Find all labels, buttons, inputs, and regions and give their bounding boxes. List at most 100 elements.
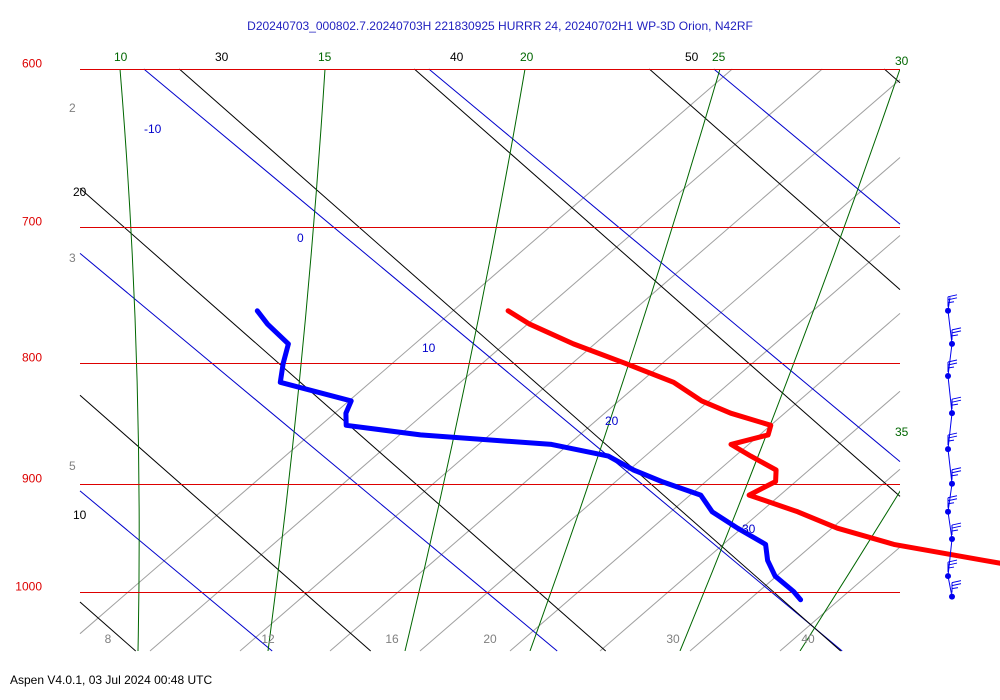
wind-barb bbox=[951, 396, 962, 400]
dry-adiabat-line bbox=[79, 188, 607, 652]
wind-barb bbox=[951, 403, 959, 406]
wind-barb bbox=[951, 470, 962, 474]
wind-barb bbox=[951, 327, 962, 331]
mixing-ratio-label: 3 bbox=[69, 251, 76, 265]
moist-adiabat-label: 15 bbox=[318, 50, 332, 64]
pressure-label: 800 bbox=[22, 351, 42, 365]
wind-obs-dot bbox=[949, 593, 955, 600]
isotherm-line bbox=[79, 490, 273, 652]
bottom-axis-tick-label: 16 bbox=[385, 632, 399, 646]
wind-barb bbox=[947, 498, 958, 502]
wind-barb bbox=[951, 399, 962, 403]
dry-adiabat-line bbox=[178, 68, 842, 652]
moist-adiabat-line bbox=[119, 69, 140, 651]
wind-barb bbox=[951, 529, 959, 532]
isotherm-label: 0 bbox=[297, 231, 304, 245]
wind-barb bbox=[947, 294, 958, 298]
wind-obs-dot bbox=[945, 307, 951, 314]
wind-barb bbox=[947, 566, 955, 569]
wind-barb bbox=[947, 559, 958, 563]
wind-obs-dot bbox=[945, 372, 951, 379]
wind-barb bbox=[951, 525, 962, 529]
moist-adiabat-label: 30 bbox=[895, 54, 909, 68]
mixing-ratio-line bbox=[419, 235, 901, 652]
wind-barb bbox=[951, 467, 962, 471]
wind-barb bbox=[951, 330, 962, 334]
wind-barb bbox=[951, 334, 959, 337]
wind-barb bbox=[951, 587, 959, 590]
wind-barb bbox=[951, 580, 962, 584]
isotherm-line bbox=[428, 68, 901, 463]
dry-adiabat-line bbox=[413, 68, 901, 497]
isotherm-label: -10 bbox=[144, 122, 162, 136]
wind-barb bbox=[951, 583, 962, 587]
moist-adiabat-label: 35 bbox=[895, 425, 909, 439]
chart-labels: 600 700 800 900 1000 -10 0 10 20 30 20 30 40 50 10 10 15… bbox=[15, 50, 908, 646]
wind-barb bbox=[947, 435, 958, 439]
wind-barb bbox=[947, 362, 958, 366]
bottom-axis-tick-label: 20 bbox=[483, 632, 497, 646]
moist-adiabat-label: 20 bbox=[520, 50, 534, 64]
wind-barb bbox=[947, 301, 955, 304]
isotherm-line bbox=[79, 252, 558, 652]
wind-barb bbox=[951, 474, 959, 477]
dry-adiabat-label: 30 bbox=[215, 50, 229, 64]
mixing-ratio-line bbox=[79, 68, 733, 635]
bottom-axis-tick-label: 30 bbox=[666, 632, 680, 646]
pressure-label: 1000 bbox=[15, 580, 42, 594]
wind-obs-dot bbox=[949, 536, 955, 543]
dry-adiabat-line bbox=[883, 68, 901, 84]
moist-adiabat-lines bbox=[119, 69, 900, 651]
footer-version: Aspen V4.0.1, 03 Jul 2024 00:48 UTC bbox=[10, 673, 213, 687]
dry-adiabat-lines bbox=[79, 68, 901, 652]
wind-obs-dot bbox=[945, 573, 951, 580]
temperature-trace bbox=[505, 308, 1000, 566]
isotherm-lines bbox=[79, 68, 901, 652]
sounding-traces bbox=[254, 308, 1000, 603]
mixing-ratio-line bbox=[239, 79, 901, 652]
moist-adiabat-label: 25 bbox=[712, 50, 726, 64]
wind-barb bbox=[947, 439, 955, 442]
isotherm-label: 20 bbox=[605, 414, 619, 428]
pressure-label: 900 bbox=[22, 472, 42, 486]
wind-barb bbox=[947, 366, 955, 369]
moist-adiabat-line bbox=[529, 69, 721, 651]
mixing-ratio-line bbox=[779, 546, 901, 652]
mixing-ratio-label: 2 bbox=[69, 101, 76, 115]
dewpoint-trace bbox=[254, 308, 804, 603]
isotherm-label: 30 bbox=[742, 522, 756, 536]
mixing-ratio-line bbox=[509, 312, 901, 652]
mixing-ratio-line bbox=[149, 68, 823, 652]
dry-adiabat-label: 20 bbox=[73, 185, 87, 199]
bottom-axis-tick-label: 40 bbox=[801, 632, 815, 646]
isotherm-label: 10 bbox=[422, 341, 436, 355]
isotherm-line bbox=[713, 68, 901, 225]
mixing-ratio-line bbox=[689, 468, 901, 652]
mixing-ratio-lines bbox=[79, 68, 901, 652]
pressure-label: 700 bbox=[22, 215, 42, 229]
mixing-ratio-label: 5 bbox=[69, 459, 76, 473]
dry-adiabat-line bbox=[79, 394, 372, 652]
moist-adiabat-line bbox=[799, 490, 900, 651]
mixing-ratio-line bbox=[599, 390, 901, 652]
wind-barb bbox=[951, 522, 962, 526]
wind-barb bbox=[947, 359, 958, 363]
chart-title: D20240703_000802.7.20240703H 221830925 H… bbox=[247, 19, 753, 33]
moist-adiabat-line bbox=[267, 69, 326, 651]
isotherm-line bbox=[143, 68, 843, 652]
wind-obs-dot bbox=[945, 446, 951, 453]
wind-barb bbox=[947, 562, 958, 566]
pressure-label: 600 bbox=[22, 57, 42, 71]
dry-adiabat-label: 40 bbox=[450, 50, 464, 64]
isobar-lines bbox=[80, 69, 900, 593]
dry-adiabat-line bbox=[79, 601, 137, 652]
wind-barb-column bbox=[945, 294, 962, 600]
wind-obs-dot bbox=[949, 340, 955, 347]
wind-barb bbox=[947, 297, 958, 301]
wind-barb bbox=[947, 432, 958, 436]
dry-adiabat-line bbox=[648, 68, 901, 290]
moist-adiabat-line bbox=[404, 69, 526, 651]
wind-obs-dot bbox=[949, 480, 955, 487]
bottom-axis-tick-label: 12 bbox=[261, 632, 275, 646]
